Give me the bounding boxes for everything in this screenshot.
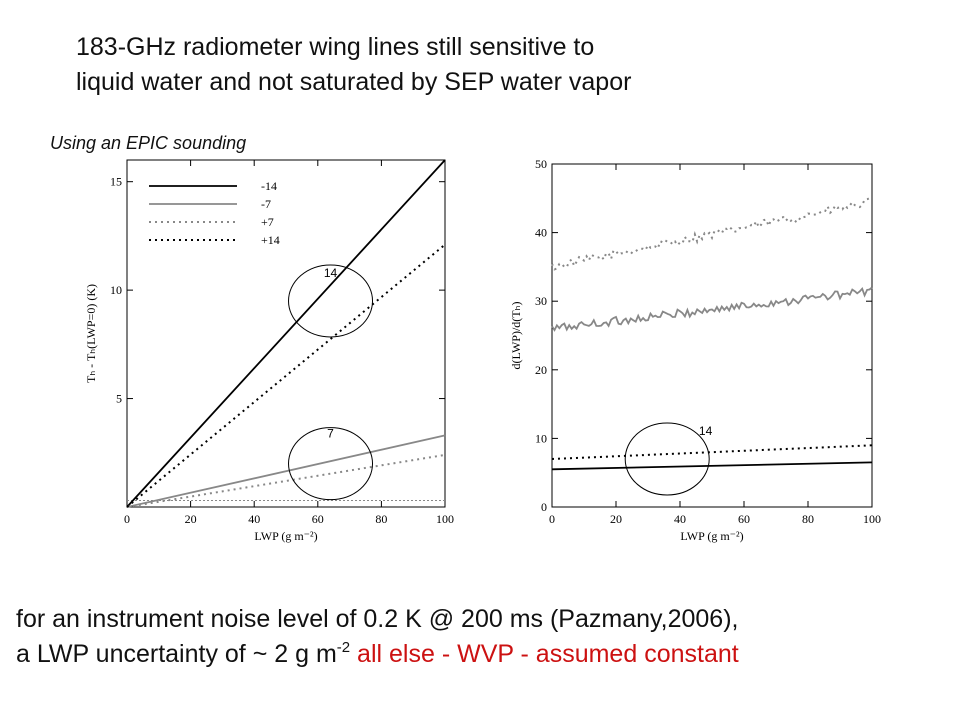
y-tick-label: 40 <box>535 226 547 240</box>
x-tick-label: 60 <box>738 512 750 526</box>
x-tick-label: 20 <box>185 512 197 526</box>
x-tick-label: 0 <box>549 512 555 526</box>
legend-label: +14 <box>261 233 280 247</box>
y-tick-label: 50 <box>535 157 547 171</box>
y-tick-label: 10 <box>535 431 547 445</box>
y-tick-label: 20 <box>535 363 547 377</box>
plot-frame <box>126 159 446 508</box>
x-tick-label: 80 <box>802 512 814 526</box>
legend-label: +7 <box>261 215 274 229</box>
caption-superscript: -2 <box>336 639 351 656</box>
caption-line-2: a LWP uncertainty of ~ 2 g m-2 all else … <box>16 637 956 672</box>
x-tick-label: 100 <box>436 512 454 526</box>
y-tick-label: 30 <box>535 294 547 308</box>
x-tick-label: 0 <box>124 512 130 526</box>
caption-line-1: for an instrument noise level of 0.2 K @… <box>16 605 739 633</box>
annotation-circle <box>288 427 374 501</box>
x-tick-label: 80 <box>375 512 387 526</box>
bottom-caption: for an instrument noise level of 0.2 K @… <box>16 602 956 672</box>
series-line <box>551 444 873 460</box>
left-chart: 0 20 40 60 80 100 5 10 15 LWP (g m⁻²) Tₕ - Tₕ(LWP=… <box>84 159 454 543</box>
series-line <box>126 434 446 508</box>
x-axis-label: LWP (g m⁻²) <box>680 529 743 543</box>
legend-label: -7 <box>261 197 271 211</box>
y-tick-label: 10 <box>110 283 122 297</box>
title-line-2: liquid water and not saturated by SEP wa… <box>76 68 632 96</box>
series-line <box>551 286 873 332</box>
x-tick-label: 60 <box>312 512 324 526</box>
y-tick-label: 15 <box>110 175 122 189</box>
right-chart: 0 20 40 60 80 100 0 10 20 30 40 50 LWP (g m⁻²) d(LWP)… <box>509 157 881 543</box>
subtitle: Using an EPIC sounding <box>50 133 247 153</box>
annotation-label: 7 <box>327 427 334 441</box>
legend-label: -14 <box>261 179 277 193</box>
annotation-circle <box>624 422 710 496</box>
y-tick-label: 5 <box>116 392 122 406</box>
title-line-1: 183-GHz radiometer wing lines still sens… <box>76 33 595 61</box>
y-tick-label: 0 <box>541 500 547 514</box>
y-axis-label: Tₕ - Tₕ(LWP=0) (K) <box>84 284 98 383</box>
series-line <box>126 159 446 508</box>
x-tick-label: 40 <box>248 512 260 526</box>
annotation-label: 14 <box>699 424 713 438</box>
series-line <box>126 453 446 508</box>
series-line <box>551 197 873 271</box>
x-tick-label: 100 <box>863 512 881 526</box>
x-tick-label: 40 <box>674 512 686 526</box>
x-axis-label: LWP (g m⁻²) <box>254 529 317 543</box>
y-axis-label: d(LWP)/d(Tₕ) <box>509 302 523 370</box>
slide-title: 183-GHz radiometer wing lines still sens… <box>76 30 936 100</box>
caption-line-2-text: a LWP uncertainty of ~ 2 g m <box>16 640 337 668</box>
plot-frame <box>551 163 873 508</box>
series-line <box>126 243 446 508</box>
x-tick-label: 20 <box>610 512 622 526</box>
caption-red-text: all else - WVP - assumed constant <box>350 640 739 668</box>
annotation-label: 14 <box>324 266 338 280</box>
series-line <box>551 461 873 471</box>
annotation-circle <box>288 264 374 338</box>
